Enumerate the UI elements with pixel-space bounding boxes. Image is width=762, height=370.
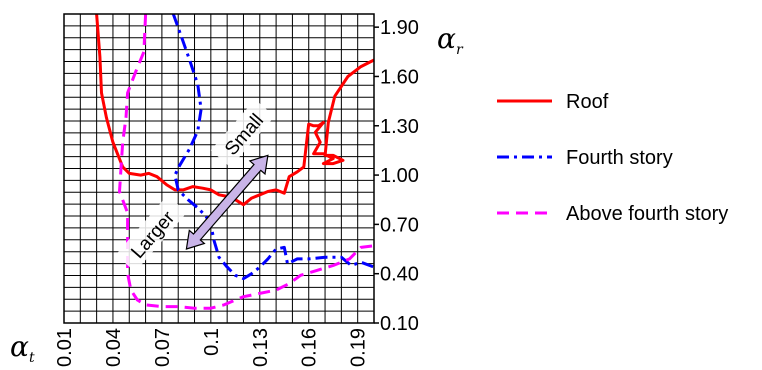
y-tick-label: 1.30 bbox=[380, 116, 419, 138]
y-tick-label: 1.60 bbox=[380, 66, 419, 88]
y-tick-label: 0.10 bbox=[380, 313, 419, 335]
y-tick-label: 0.70 bbox=[380, 214, 419, 236]
x-axis-symbol: α bbox=[10, 330, 29, 363]
annotation-backdrop bbox=[210, 99, 275, 168]
x-tick-label: 0.04 bbox=[103, 328, 125, 367]
x-axis-subscript: t bbox=[29, 350, 35, 366]
legend-label-0: Roof bbox=[566, 91, 609, 113]
x-tick-label: 0.1 bbox=[201, 328, 223, 356]
double-arrow bbox=[185, 154, 269, 250]
x-tick-label: 0.19 bbox=[348, 328, 370, 367]
plot-frame bbox=[63, 13, 379, 324]
x-tick-label: 0.01 bbox=[54, 328, 76, 367]
annotation-backdrop bbox=[115, 195, 188, 272]
grid bbox=[64, 14, 374, 323]
plot-border bbox=[63, 13, 375, 324]
legend: Roof Fourth story Above fourth story bbox=[497, 91, 728, 225]
x-tick-label: 0.07 bbox=[152, 328, 174, 367]
y-tick-label: 1.90 bbox=[380, 17, 419, 39]
series-line-0 bbox=[95, 13, 375, 207]
series-line-2 bbox=[118, 13, 375, 310]
y-tick-label: 0.40 bbox=[380, 264, 419, 286]
y-axis-subscript: r bbox=[456, 42, 464, 58]
y-tick-label: 1.00 bbox=[380, 165, 419, 187]
y-axis-symbol: α bbox=[437, 22, 456, 55]
x-tick-labels: 0.01 0.04 0.07 0.1 0.13 0.16 0.19 bbox=[54, 328, 370, 367]
x-tick-label: 0.13 bbox=[250, 328, 272, 367]
legend-label-1: Fourth story bbox=[566, 147, 673, 169]
legend-label-2: Above fourth story bbox=[566, 203, 728, 225]
series-layer bbox=[95, 13, 375, 310]
series-line-1 bbox=[171, 13, 375, 281]
x-tick-label: 0.16 bbox=[299, 328, 321, 367]
y-tick-labels: 0.10 0.40 0.70 1.00 1.30 1.60 1.90 bbox=[380, 17, 419, 335]
